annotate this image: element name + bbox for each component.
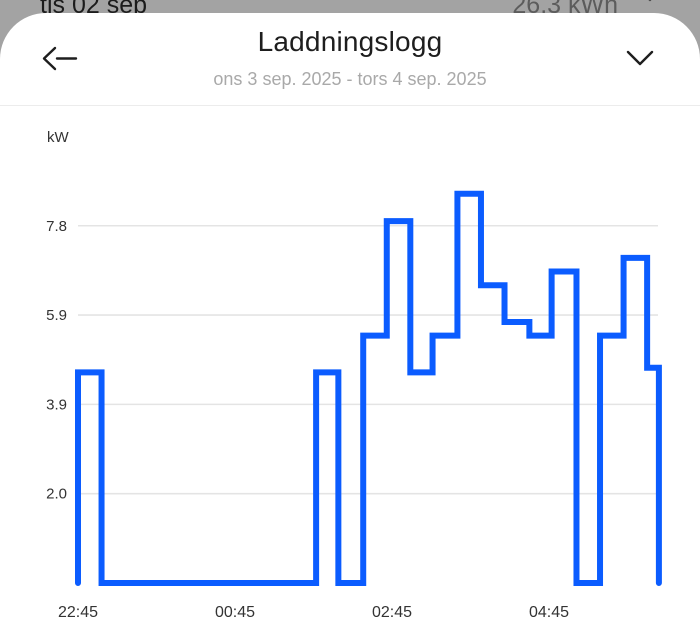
charging-log-sheet: Laddningslogg ons 3 sep. 2025 - tors 4 s… [0, 13, 700, 636]
y-tick-label: 7.8 [46, 218, 67, 235]
date-range-subtitle: ons 3 sep. 2025 - tors 4 sep. 2025 [213, 69, 487, 89]
x-tick-label: 22:45 [58, 604, 98, 621]
power-step-line [75, 190, 662, 586]
chevron-down-icon [626, 50, 654, 66]
y-tick-label: 3.9 [46, 396, 67, 413]
x-tick-label: 02:45 [372, 604, 412, 621]
x-tick-label: 04:45 [529, 604, 569, 621]
back-button[interactable] [30, 35, 90, 80]
y-axis-unit-label: kW [47, 129, 70, 146]
header-divider [0, 105, 700, 106]
page-title: Laddningslogg [257, 26, 443, 57]
x-tick-label: 00:45 [215, 604, 255, 621]
collapse-button[interactable] [610, 35, 670, 80]
x-axis-ticks: 22:45 00:45 02:45 04:45 [58, 604, 569, 621]
y-tick-label: 5.9 [46, 307, 67, 324]
y-tick-label: 2.0 [46, 486, 67, 503]
chart-gridlines [78, 224, 658, 495]
back-arrow-icon [42, 46, 78, 71]
y-axis-ticks: 2.0 3.9 5.9 7.8 [46, 218, 67, 503]
